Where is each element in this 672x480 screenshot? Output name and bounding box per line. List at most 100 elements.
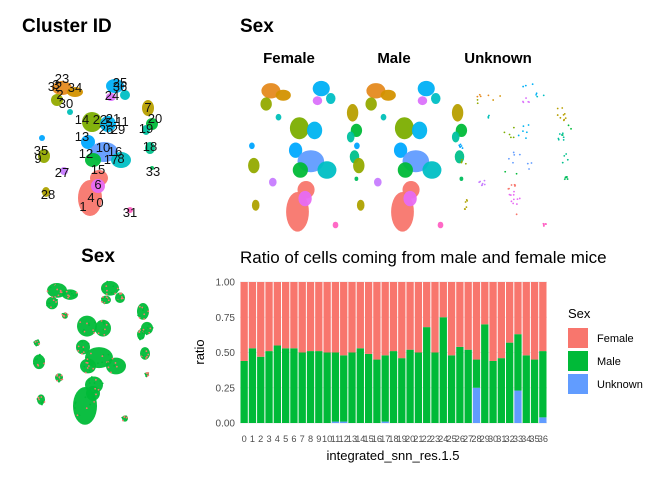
bar-segment-male — [389, 351, 398, 423]
umap-cell-point — [544, 223, 547, 225]
x-tick-label: 15 — [363, 434, 373, 444]
umap-cell-point — [41, 400, 44, 403]
umap-cell-point — [517, 134, 520, 137]
bar-segment-male — [290, 348, 298, 423]
umap-cell-point — [106, 289, 108, 292]
umap-cell-point — [125, 418, 128, 421]
umap-cell-point — [61, 313, 64, 316]
umap-cell-point — [459, 143, 462, 146]
umap-cell-point — [149, 330, 152, 333]
umap-cell-point — [567, 124, 570, 127]
umap-cell-point — [542, 94, 545, 97]
umap-cell-point — [101, 355, 104, 358]
umap-cell-cluster — [459, 176, 464, 181]
facet-label-female: Female — [263, 50, 315, 67]
bar-segment-female — [472, 282, 481, 360]
umap-cell-point — [89, 387, 92, 390]
umap-cell-cluster — [275, 113, 282, 121]
umap-cell-point — [476, 102, 479, 105]
bar-segment-female — [257, 282, 265, 357]
umap-cell-point — [563, 178, 566, 181]
umap-cell-point — [43, 362, 46, 365]
facet-label-unknown: Unknown — [464, 50, 532, 67]
umap-cell-cluster — [354, 176, 359, 181]
umap-cell-point — [90, 352, 92, 355]
umap-cell-point — [487, 116, 490, 119]
umap-cell-point — [561, 161, 564, 164]
cluster-label-10: 10 — [96, 140, 110, 155]
umap-cell-point — [103, 333, 106, 336]
umap-cell-point — [515, 172, 518, 175]
umap-cell-point — [478, 181, 481, 184]
cluster-label-22: 22 — [93, 112, 107, 127]
umap-cell-point — [92, 396, 95, 399]
bar-segment-female — [240, 282, 248, 361]
umap-cell-point — [105, 323, 108, 326]
umap-cell-point — [93, 382, 96, 384]
x-tick-label: 17 — [380, 434, 390, 444]
umap-cell-point — [61, 378, 64, 381]
facet-male-umap — [353, 80, 468, 232]
legend-swatch-unknown — [568, 374, 588, 394]
umap-cell-point — [82, 346, 85, 349]
umap-cell-point — [143, 330, 145, 333]
umap-cell-point — [52, 299, 55, 302]
umap-cell-cluster — [38, 149, 50, 163]
umap-cell-point — [97, 362, 99, 365]
umap-cell-point — [34, 341, 37, 343]
umap-cell-point — [460, 161, 463, 164]
umap-cell-point — [121, 416, 124, 419]
sex-facet-panel: Sex Female Male Unknown — [240, 16, 572, 232]
umap-cell-point — [120, 296, 123, 298]
umap-cell-point — [90, 376, 93, 378]
cluster-label-8: 8 — [117, 151, 124, 166]
bar-segment-unknown — [539, 417, 547, 423]
bar-segment-male — [273, 345, 281, 423]
umap-cell-point — [87, 395, 90, 398]
bar-segment-unknown — [381, 421, 389, 423]
umap-cell-point — [138, 337, 141, 340]
umap-cell-point — [119, 296, 122, 299]
umap-cell-point — [522, 130, 524, 133]
umap-cell-point — [87, 342, 90, 345]
bar-segment-male — [398, 358, 406, 423]
umap-cell-point — [138, 305, 141, 308]
umap-cell-point — [85, 361, 88, 364]
umap-cell-point — [478, 93, 481, 96]
umap-cell-cluster — [51, 94, 63, 106]
umap-cell-point — [522, 85, 525, 88]
bar-segment-male — [506, 342, 514, 423]
x-tick-label: 1 — [250, 434, 255, 444]
umap-cell-cluster — [67, 109, 73, 115]
umap-cell-point — [145, 357, 147, 359]
umap-cell-point — [139, 338, 141, 341]
umap-cell-point — [105, 297, 108, 300]
umap-cell-point — [512, 161, 514, 164]
umap-cell-cluster — [393, 142, 408, 158]
sex-overlay-panel: Sex — [33, 246, 154, 425]
x-tick-label: 29 — [480, 434, 490, 444]
cluster-label-26: 26 — [99, 122, 113, 137]
umap-cell-point — [151, 326, 154, 329]
umap-cell-point — [148, 331, 151, 334]
umap-cell-point — [79, 321, 82, 324]
umap-cell-point — [535, 94, 538, 96]
umap-cell-point — [149, 327, 152, 330]
umap-cell-point — [106, 280, 109, 283]
x-tick-label: 13 — [347, 434, 357, 444]
bar-segment-female — [373, 282, 381, 360]
umap-cell-point — [62, 314, 65, 317]
cluster-label-11: 11 — [115, 114, 129, 129]
umap-cell-point — [47, 302, 50, 305]
umap-cell-point — [563, 112, 566, 115]
umap-cell-cluster — [127, 207, 133, 213]
umap-cell-point — [466, 199, 469, 202]
umap-cell-cluster — [317, 161, 337, 179]
umap-cell-point — [142, 307, 145, 310]
umap-cell-point — [114, 362, 117, 364]
bar-segment-male — [406, 349, 414, 423]
umap-cell-point — [143, 318, 145, 320]
umap-cell-point — [147, 374, 150, 377]
umap-cell-point — [562, 113, 565, 116]
umap-cell-point — [145, 329, 147, 332]
